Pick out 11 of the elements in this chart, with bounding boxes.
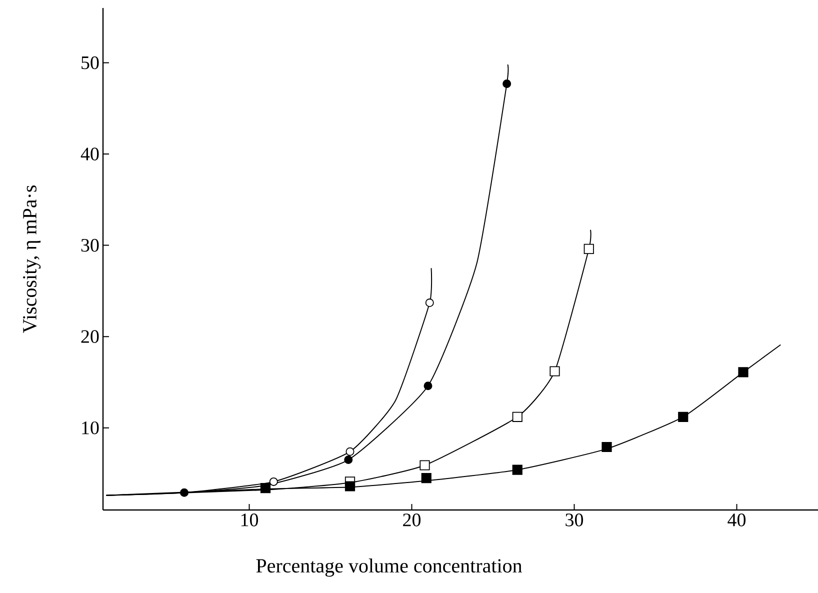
y-tick-label: 30 <box>81 238 99 252</box>
y-tick-label: 20 <box>81 330 99 343</box>
x-axis-title: Percentage volume concentration <box>256 558 522 577</box>
y-tick-label: 10 <box>82 421 99 434</box>
x-tick-label: 10 <box>241 514 258 526</box>
x-tick-label: 40 <box>728 514 746 526</box>
x-tick-label: 30 <box>566 514 584 526</box>
y-axis-title: Viscosity, η mPa·s <box>23 185 41 334</box>
y-tick-label: 40 <box>80 148 99 160</box>
y-tick-label: 50 <box>82 56 99 70</box>
x-tick-label: 20 <box>403 514 421 526</box>
